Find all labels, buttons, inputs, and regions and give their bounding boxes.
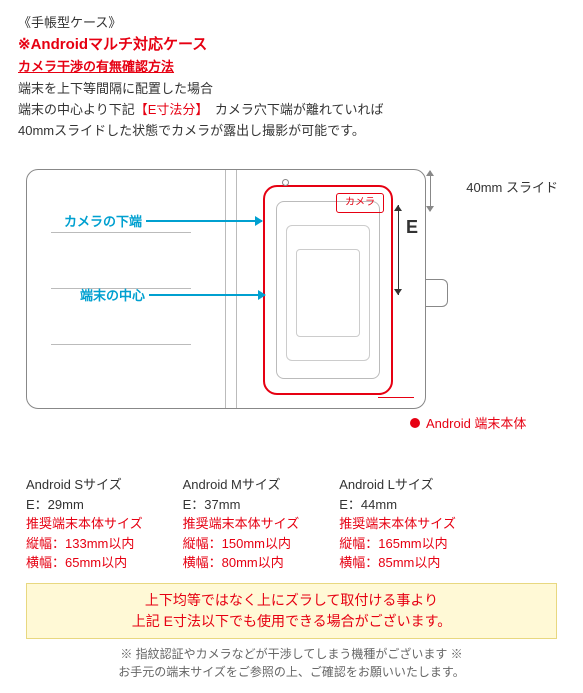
desc2-b: カメラ穴下端が離れていれば [202,102,384,117]
desc-line-3: 40mmスライドした状態でカメラが露出し撮影が可能です。 [18,121,565,142]
note-box: 上下均等ではなく上にズラして取付ける事より 上記 E寸法以下でも使用できる場合が… [26,583,557,639]
size-h: 縦幅：133mm以内 [26,534,143,554]
subtitle: カメラ干渉の有無確認方法 [18,56,565,75]
size-w: 横幅：65mm以内 [26,553,143,573]
diagram: カメラ 40mm スライド E カメラの下端 端末の中心 Android 端末本… [18,149,558,469]
size-e: E：29mm [26,495,143,515]
center-arrow: 端末の中心 [80,285,265,304]
size-h: 縦幅：150mm以内 [183,534,300,554]
device-label: Android 端末本体 [410,413,526,432]
size-e: E：44mm [339,495,456,515]
arrow-icon [149,294,265,296]
card-slot [51,232,191,233]
footer-line-2: お手元の端末サイズをご参照の上、ご確認をお願いいたします。 [18,663,565,681]
title-bracket: 《手帳型ケース》 [18,12,565,31]
size-name: Android Lサイズ [339,475,456,495]
e-label: E [406,217,418,238]
size-col-m: Android Mサイズ E：37mm 推奨端末本体サイズ 縦幅：150mm以内… [183,475,300,573]
size-w: 横幅：80mm以内 [183,553,300,573]
desc-line-2: 端末の中心より下記【E寸法分】 カメラ穴下端が離れていれば [18,100,565,121]
desc-line-1: 端末を上下等間隔に配置した場合 [18,79,565,100]
card-slot [51,344,191,345]
red-dot-icon [410,418,420,428]
size-h: 縦幅：165mm以内 [339,534,456,554]
size-name: Android Sサイズ [26,475,143,495]
slide-label: 40mm スライド [466,177,558,196]
size-rec: 推奨端末本体サイズ [339,514,456,534]
size-rec: 推奨端末本体サイズ [26,514,143,534]
case-strap [426,279,448,307]
size-name: Android Mサイズ [183,475,300,495]
camera-bottom-arrow: カメラの下端 [64,211,262,230]
footer-line-1: ※ 指紋認証やカメラなどが干渉してしまう機種がございます ※ [18,645,565,663]
camera-bottom-label: カメラの下端 [64,211,142,230]
e-dimension-line [398,205,399,295]
note-line-1: 上下均等ではなく上にズラして取付ける事より [39,590,544,611]
size-e: E：37mm [183,495,300,515]
slide-dimension-bar [430,171,431,211]
desc2-a: 端末の中心より下記 [18,102,135,117]
camera-label-box: カメラ [336,193,384,213]
header-block: 《手帳型ケース》 ※Androidマルチ対応ケース カメラ干渉の有無確認方法 端… [18,12,565,141]
size-col-s: Android Sサイズ E：29mm 推奨端末本体サイズ 縦幅：133mm以内… [26,475,143,573]
size-rec: 推奨端末本体サイズ [183,514,300,534]
center-label: 端末の中心 [80,285,145,304]
size-table: Android Sサイズ E：29mm 推奨端末本体サイズ 縦幅：133mm以内… [26,475,565,573]
size-col-l: Android Lサイズ E：44mm 推奨端末本体サイズ 縦幅：165mm以内… [339,475,456,573]
phone-inner-3 [296,249,360,337]
note-line-2: 上記 E寸法以下でも使用できる場合がございます。 [39,611,544,632]
e-dimension-ref: 【E寸法分】 [135,102,202,117]
arrow-icon [146,220,262,222]
device-label-text: Android 端末本体 [426,413,526,432]
size-w: 横幅：85mm以内 [339,553,456,573]
device-leader-line [378,397,414,398]
footer-note: ※ 指紋認証やカメラなどが干渉してしまう機種がございます ※ お手元の端末サイズ… [18,645,565,681]
title-bold: ※Androidマルチ対応ケース [18,33,565,54]
